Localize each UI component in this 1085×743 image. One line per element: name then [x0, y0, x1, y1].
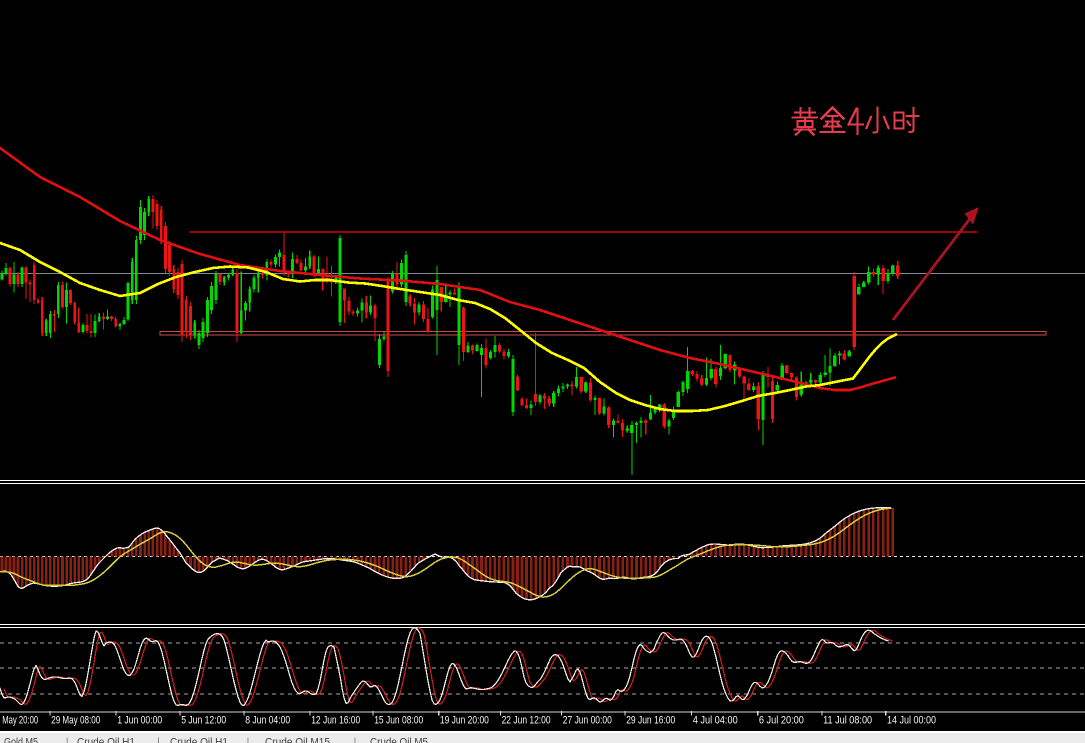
- svg-text:Crude Oil H1: Crude Oil H1: [170, 737, 228, 743]
- svg-text:Gold M5: Gold M5: [4, 737, 38, 743]
- svg-text:5 Jun 12:00: 5 Jun 12:00: [181, 715, 226, 727]
- svg-text:12 Jun 16:00: 12 Jun 16:00: [311, 715, 360, 727]
- svg-text:Crude Oil H1: Crude Oil H1: [77, 737, 135, 743]
- svg-text:22 Jun 12:00: 22 Jun 12:00: [502, 715, 551, 727]
- svg-text:|: |: [157, 737, 160, 743]
- svg-text:May 20:00: May 20:00: [2, 715, 38, 727]
- svg-text:|: |: [66, 737, 69, 743]
- svg-text:Crude Oil M15: Crude Oil M15: [265, 737, 330, 743]
- svg-text:|: |: [247, 737, 250, 743]
- svg-text:1 Jun 00:00: 1 Jun 00:00: [117, 715, 162, 727]
- svg-text:Crude Oil M5: Crude Oil M5: [370, 737, 428, 743]
- svg-text:27 Jun 00:00: 27 Jun 00:00: [563, 715, 612, 727]
- svg-text:|: |: [354, 737, 357, 743]
- svg-text:15 Jun 08:00: 15 Jun 08:00: [374, 715, 423, 727]
- svg-text:29 Jun 16:00: 29 Jun 16:00: [626, 715, 675, 727]
- svg-text:6 Jul 20:00: 6 Jul 20:00: [759, 715, 804, 727]
- svg-text:11 Jul 08:00: 11 Jul 08:00: [823, 715, 872, 727]
- svg-text:14 Jul 00:00: 14 Jul 00:00: [887, 715, 936, 727]
- svg-text:29 May 08:00: 29 May 08:00: [51, 715, 100, 727]
- svg-text:4 Jul 04:00: 4 Jul 04:00: [693, 715, 738, 727]
- svg-text:8 Jun 04:00: 8 Jun 04:00: [245, 715, 290, 727]
- svg-text:19 Jun 20:00: 19 Jun 20:00: [440, 715, 489, 727]
